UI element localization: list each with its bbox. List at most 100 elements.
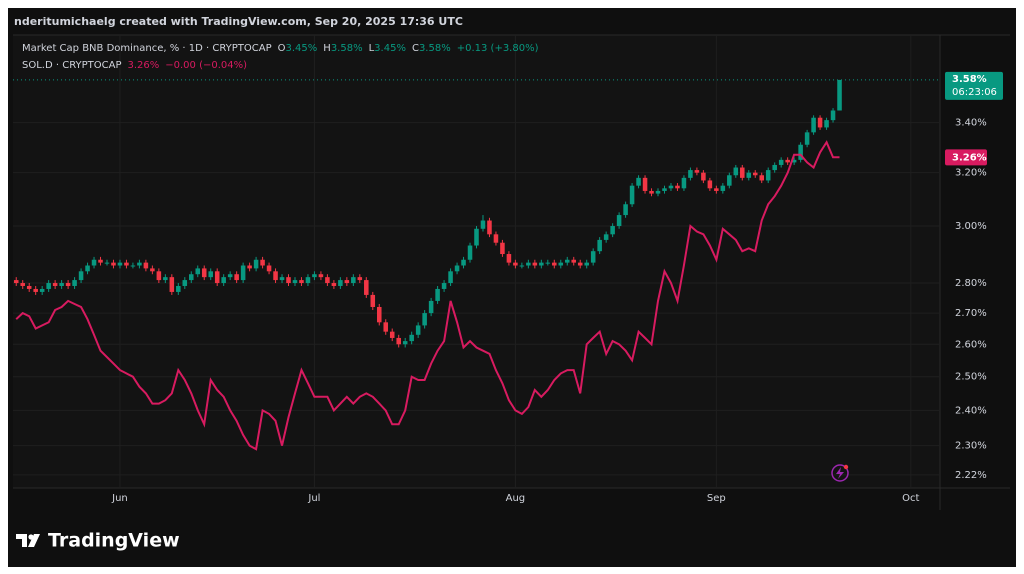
candle-body [649,190,654,194]
candle-body [441,283,447,289]
candle-body [791,159,797,163]
candle-body [46,283,51,289]
candle-body [675,185,680,189]
candle-body [759,175,764,181]
candle-body [435,288,440,301]
candle-body [240,265,246,281]
candle-body [714,188,719,191]
candle-body [668,185,674,189]
candle-body [474,228,479,246]
candle-body [804,132,810,145]
candle-body [364,280,369,295]
legend-value: 3.26% [127,60,159,71]
candle-body [91,259,97,266]
candle-body [785,159,790,163]
candle-body [532,262,538,266]
legend-change: +0.13 (+3.80%) [457,43,539,54]
candle-body [824,120,829,128]
candle-body [642,177,648,191]
candle-body [253,259,259,269]
x-tick-label: Oct [902,493,919,504]
candle-body [772,164,777,171]
candle-body [539,262,544,266]
candle-body [85,265,90,272]
candle-body [150,268,155,272]
candle-body [137,262,142,266]
candle-body [13,280,19,284]
candle-body [584,262,589,266]
last-value-label: 3.26% [952,152,987,163]
candle-body [39,288,45,292]
candle-body [344,280,350,284]
candle-body [273,271,278,281]
x-tick-label: Jul [307,493,320,504]
candle-body [701,172,706,181]
candle-body [98,259,103,263]
y-tick-label: 3.00% [955,221,987,232]
candle-body [461,259,466,266]
x-tick-label: Sep [707,493,726,504]
candle-body [331,283,337,286]
candle-body [214,271,220,284]
candle-body [208,271,213,278]
legend-key: H [323,43,331,54]
x-tick-label: Aug [506,493,526,504]
candle-body [817,117,823,128]
last-price-label: 3.58% [952,74,987,85]
legend-value: 3.58% [331,43,363,54]
candle-body [292,280,298,284]
candle-body [688,170,693,178]
legend-change: −0.00 (−0.04%) [165,60,247,71]
candle-body [169,277,175,292]
candle-body [402,341,408,345]
candle-body [681,177,687,189]
candle-body [52,283,58,286]
candle-body [357,277,363,281]
candle-body [325,277,330,284]
y-tick-label: 2.40% [955,405,987,416]
candle-body [195,268,201,275]
legend-value: 3.45% [286,43,318,54]
candle-body [448,271,453,284]
candle-body [811,117,816,133]
candle-body [227,274,233,278]
y-tick-label: 3.20% [955,168,987,179]
candle-body [104,262,110,264]
candle-body [286,277,291,284]
candle-body [623,204,628,216]
candle-body [266,265,272,272]
logo [16,534,40,547]
candle-body [65,283,71,286]
candle-body [526,262,531,266]
candle-body [616,215,622,227]
candle-body [143,262,149,269]
candle-body [422,313,427,326]
y-tick-label: 2.70% [955,308,987,319]
candle-body [279,277,285,281]
candle-body [130,265,136,267]
candle-body [467,245,473,260]
candle-body [338,280,343,286]
candle-body [545,262,551,264]
candle-body [597,239,602,252]
y-tick-label: 3.40% [955,118,987,129]
candle-body [765,170,771,181]
candle-body [20,283,25,286]
countdown-label: 06:23:06 [952,87,997,98]
candle-body [351,277,356,284]
candle-body [415,325,421,335]
brand: TradingView [48,530,180,552]
legend-value: 3.58% [419,43,451,54]
candle-body [636,177,641,186]
candle-body [506,254,512,263]
candle-body [370,294,376,307]
candle-body [778,159,784,165]
legend-key: L [369,43,375,54]
candle-body [519,265,525,267]
candle-body [383,322,389,332]
axes: 2.22% 2.30% 2.40% 2.50% 2.60% 2.70% 2.80% 3.00%… [111,71,1003,504]
candle-body [26,285,32,289]
candle-body [558,262,564,266]
legend-value: 3.45% [374,43,406,54]
candle-body [629,185,635,205]
